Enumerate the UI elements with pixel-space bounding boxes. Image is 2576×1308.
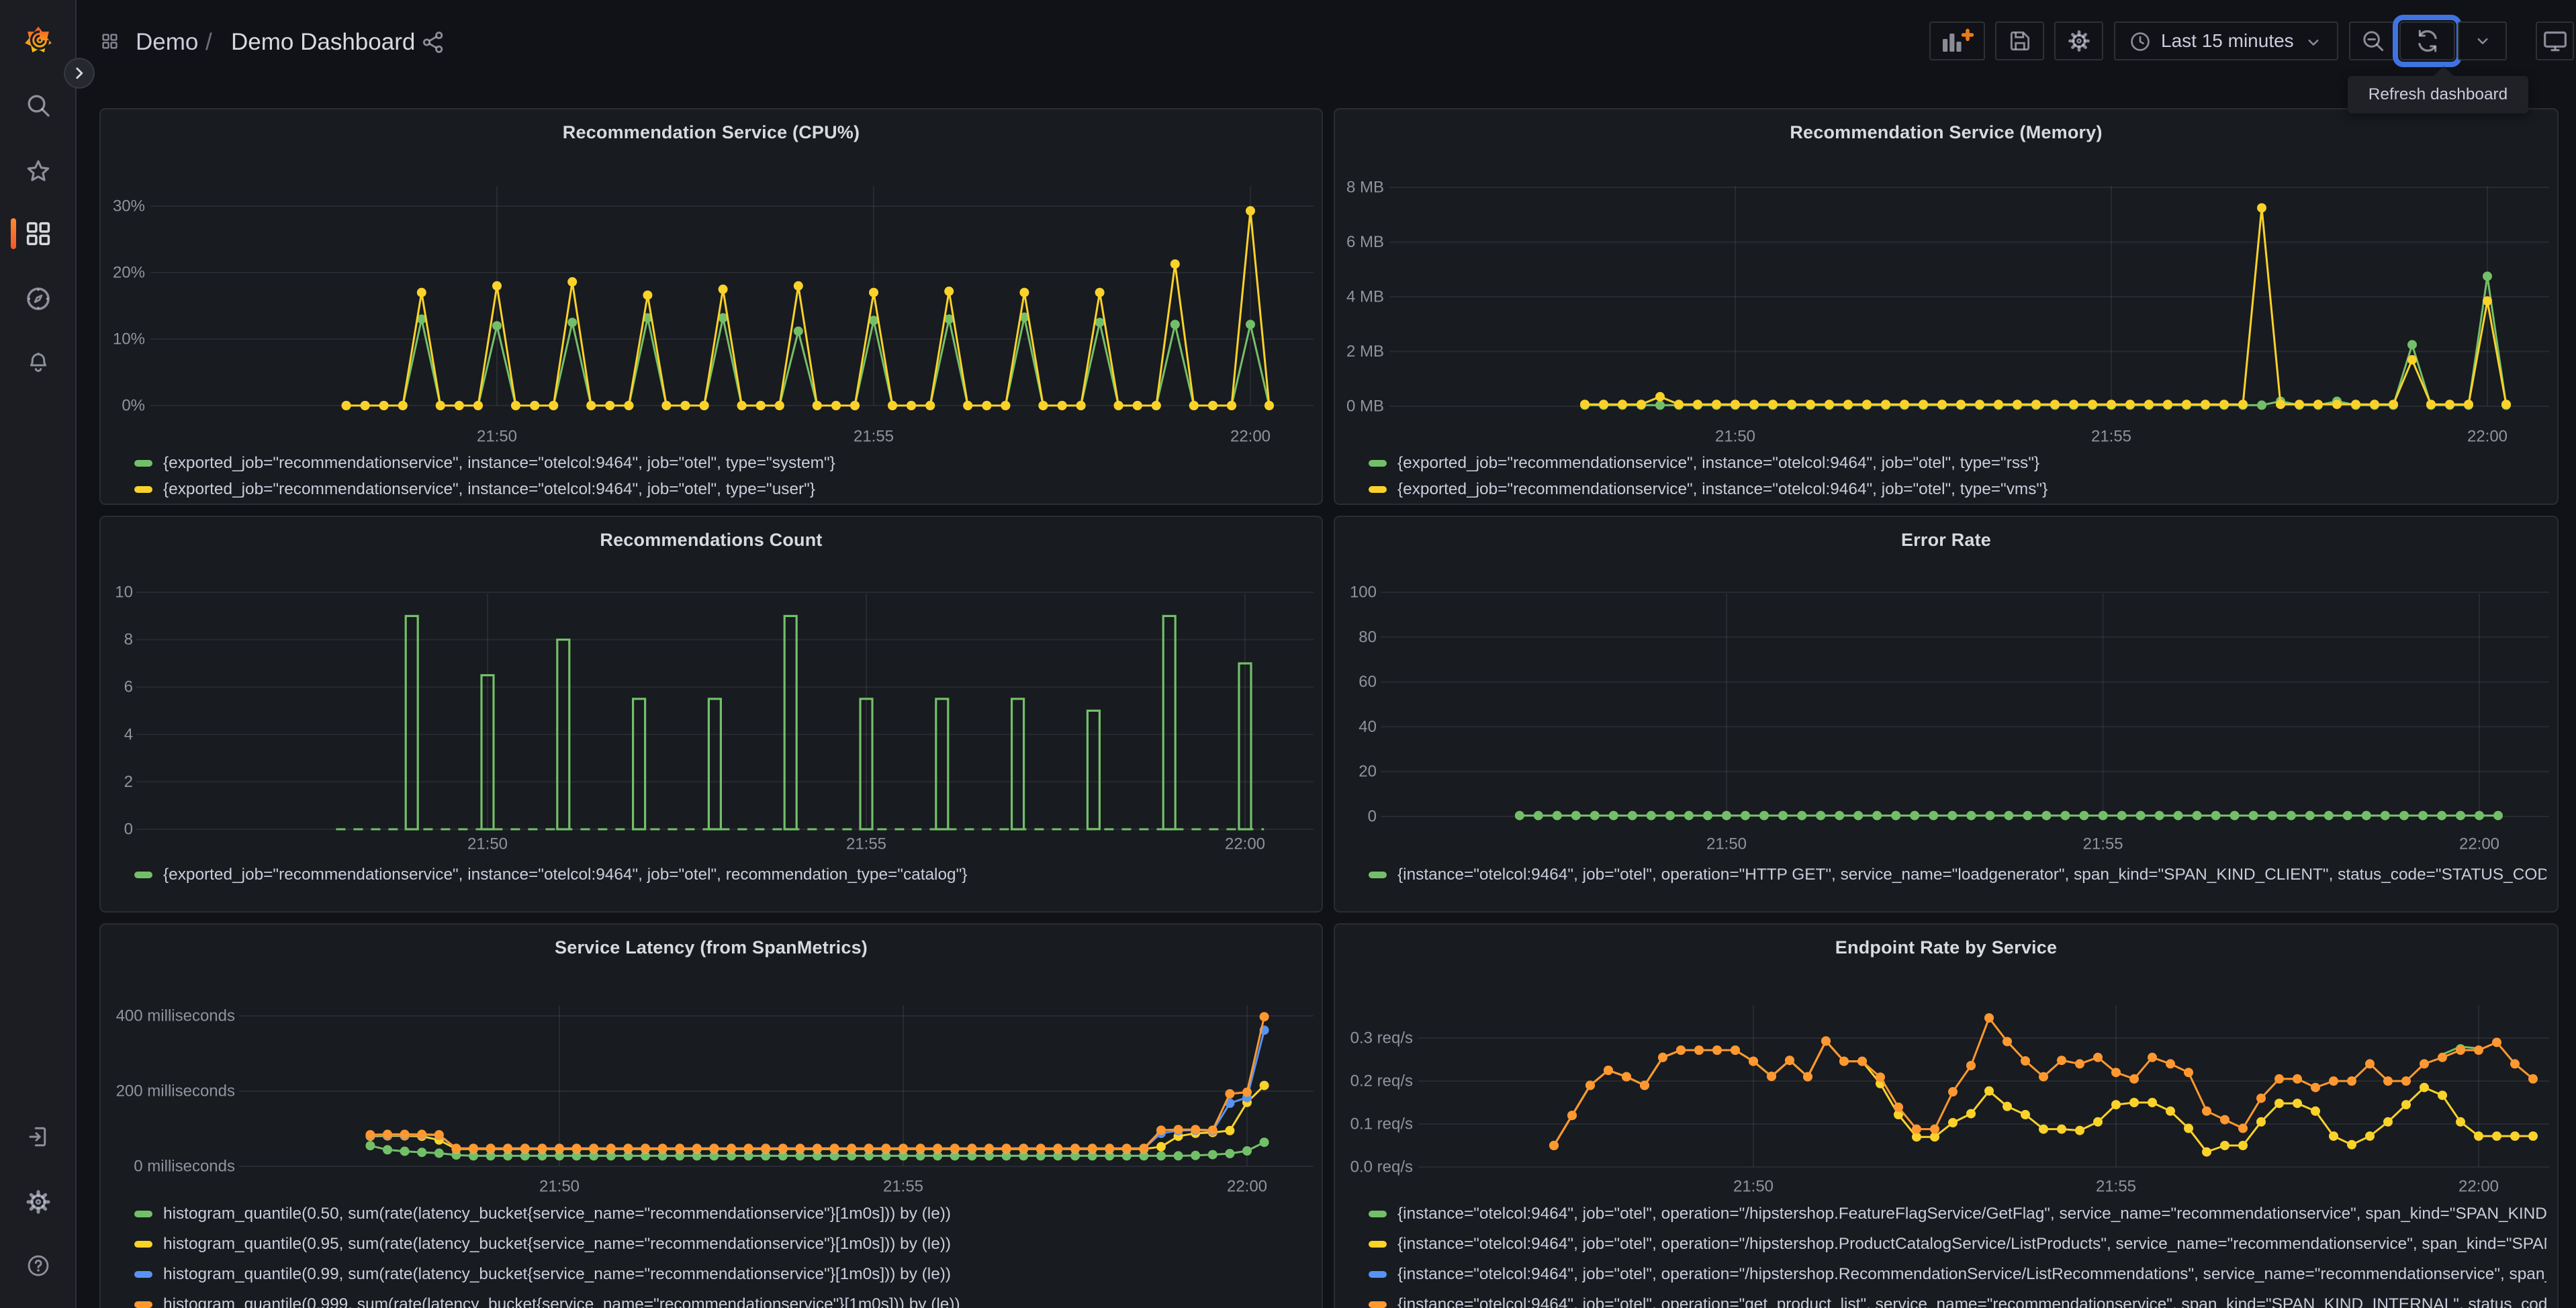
svg-text:22:00: 22:00 [1227, 1178, 1267, 1196]
svg-text:20: 20 [1359, 763, 1377, 781]
svg-text:21:55: 21:55 [2091, 428, 2131, 446]
svg-text:10: 10 [115, 583, 133, 602]
svg-text:4: 4 [124, 725, 133, 743]
svg-text:21:50: 21:50 [1715, 428, 1755, 446]
svg-text:21:50: 21:50 [477, 428, 517, 446]
svg-text:100: 100 [1350, 583, 1377, 602]
svg-text:30%: 30% [113, 197, 145, 216]
svg-text:60: 60 [1359, 673, 1377, 691]
svg-text:10%: 10% [113, 330, 145, 348]
svg-text:21:50: 21:50 [1706, 835, 1747, 853]
svg-text:22:00: 22:00 [2458, 1178, 2499, 1196]
svg-text:4 MB: 4 MB [1346, 288, 1384, 306]
svg-text:22:00: 22:00 [1225, 835, 1265, 853]
svg-text:0: 0 [124, 821, 133, 839]
svg-text:0.1 req/s: 0.1 req/s [1350, 1115, 1413, 1133]
svg-text:21:50: 21:50 [539, 1178, 580, 1196]
svg-text:21:50: 21:50 [1733, 1178, 1774, 1196]
svg-text:8 MB: 8 MB [1346, 179, 1384, 197]
svg-text:20%: 20% [113, 264, 145, 282]
svg-text:21:50: 21:50 [467, 835, 508, 853]
svg-text:21:55: 21:55 [854, 428, 894, 446]
svg-text:400 milliseconds: 400 milliseconds [116, 1007, 235, 1025]
svg-text:22:00: 22:00 [2459, 835, 2499, 853]
svg-text:0.3 req/s: 0.3 req/s [1350, 1029, 1413, 1047]
svg-text:0.0 req/s: 0.0 req/s [1350, 1158, 1413, 1176]
svg-text:21:55: 21:55 [846, 835, 886, 853]
svg-text:200 milliseconds: 200 milliseconds [116, 1082, 235, 1101]
svg-text:8: 8 [124, 630, 133, 649]
svg-text:40: 40 [1359, 718, 1377, 736]
svg-text:21:55: 21:55 [2083, 835, 2123, 853]
svg-text:22:00: 22:00 [1230, 428, 1271, 446]
svg-text:21:55: 21:55 [883, 1178, 923, 1196]
svg-text:21:55: 21:55 [2096, 1178, 2136, 1196]
svg-text:0 MB: 0 MB [1346, 398, 1384, 416]
svg-text:0.2 req/s: 0.2 req/s [1350, 1072, 1413, 1090]
svg-text:0 milliseconds: 0 milliseconds [134, 1158, 235, 1176]
svg-text:2: 2 [124, 773, 133, 791]
svg-text:6: 6 [124, 678, 133, 696]
svg-text:80: 80 [1359, 628, 1377, 646]
svg-text:22:00: 22:00 [2467, 428, 2508, 446]
svg-text:0%: 0% [122, 397, 145, 415]
svg-text:2 MB: 2 MB [1346, 342, 1384, 361]
svg-text:6 MB: 6 MB [1346, 233, 1384, 251]
svg-text:0: 0 [1368, 808, 1377, 826]
